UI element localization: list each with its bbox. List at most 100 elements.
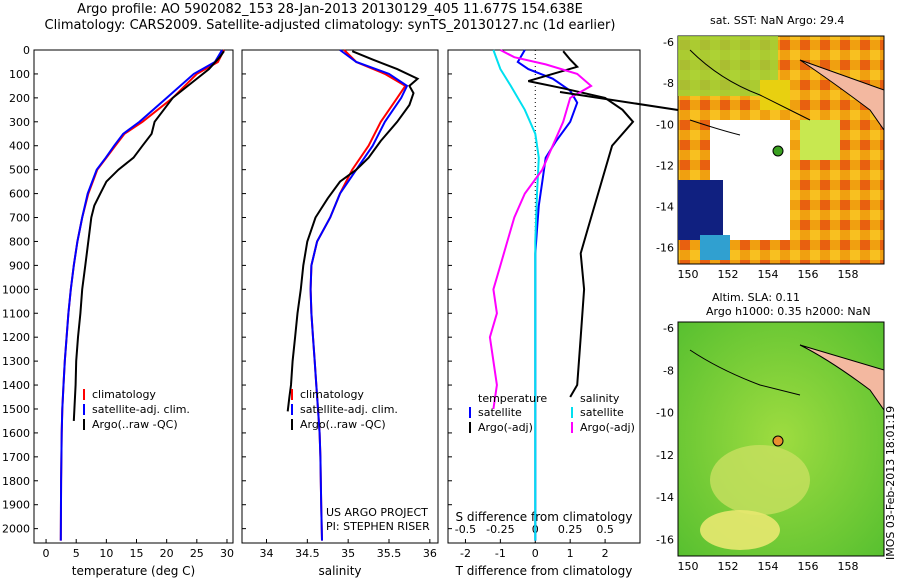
legend-label: satellite-adj. clim.: [300, 403, 398, 416]
pi-annotation: US ARGO PROJECT: [326, 506, 428, 519]
y-tick-label: 1300: [2, 355, 30, 368]
map-y-tick: -14: [656, 491, 674, 504]
series-line-1: [528, 50, 635, 398]
x-tick-label: 30: [220, 547, 234, 560]
pi-annotation: PI: STEPHEN RISER: [326, 520, 430, 533]
legend-title-temperature: temperature: [478, 392, 547, 405]
x-tick-label: 1: [567, 547, 574, 560]
map-y-tick: -12: [656, 159, 674, 172]
temperature-frame: [33, 49, 234, 544]
y-tick-label: 100: [9, 68, 30, 81]
salinity-frame: [241, 49, 439, 544]
s-tick-label: 0.25: [558, 523, 583, 536]
y-tick-label: 200: [9, 92, 30, 105]
map-y-tick: -8: [663, 364, 674, 377]
legend-label: satellite: [580, 406, 624, 419]
legend-label: Argo(..raw -QC): [300, 418, 386, 431]
y-tick-label: 2000: [2, 523, 30, 536]
map-x-tick: 154: [758, 268, 779, 281]
y-tick-label: 0: [23, 44, 30, 57]
map-y-tick: -16: [656, 533, 674, 546]
y-tick-label: 500: [9, 164, 30, 177]
map-y-tick: -6: [663, 36, 674, 49]
s-axis-label: S difference from climatology: [456, 510, 633, 524]
x-axis-label: salinity: [318, 564, 361, 578]
x-tick-label: 10: [99, 547, 113, 560]
series-line-2: [72, 50, 225, 421]
y-tick-label: 700: [9, 212, 30, 225]
map-y-tick: -8: [663, 77, 674, 90]
sla-map: Altim. SLA: 0.11 Argo h1000: 0.35 h2000:…: [677, 291, 885, 557]
legend-label: satellite-adj. clim.: [92, 403, 190, 416]
y-tick-label: 1200: [2, 331, 30, 344]
plot-title-line2: Climatology: CARS2009. Satellite-adjuste…: [44, 18, 616, 33]
difference-frame: [447, 49, 641, 544]
legend-label: Argo(-adj): [580, 421, 635, 434]
argo-float-marker-bottom: [772, 435, 784, 447]
map-x-tick: 150: [678, 560, 699, 573]
map-y-tick: -14: [656, 201, 674, 214]
x-tick-label: 34.5: [295, 547, 320, 560]
s-tick-label: -0.5: [455, 523, 476, 536]
map-x-tick: 152: [718, 268, 739, 281]
x-tick-label: 2: [602, 547, 609, 560]
x-tick-label: 34: [260, 547, 274, 560]
map-x-tick: 158: [838, 268, 859, 281]
map-x-tick: 150: [678, 268, 699, 281]
y-tick-label: 1100: [2, 307, 30, 320]
y-tick-label: 400: [9, 140, 30, 153]
y-tick-label: 900: [9, 259, 30, 272]
map-x-tick: 154: [758, 560, 779, 573]
panel-temperature: 0 5 10 15 20 25 30 temperature (deg C) 0 100 200 30…: [2, 44, 234, 578]
x-tick-label: 25: [190, 547, 204, 560]
x-tick-label: -2: [460, 547, 471, 560]
series-line-1: [309, 49, 409, 541]
imos-stamp: IMOS 03-Feb-2013 18:01:19: [884, 405, 897, 560]
map-x-tick: 158: [838, 560, 859, 573]
connector-line: [559, 91, 679, 111]
y-tick-label: 1400: [2, 379, 30, 392]
y-tick-label: 1500: [2, 403, 30, 416]
sst-map: sat. SST: NaN Argo: 29.4: [677, 14, 885, 265]
map-x-tick: 156: [798, 268, 819, 281]
map-y-tick: -6: [663, 322, 674, 335]
argo-float-marker-top: [772, 145, 784, 157]
map-y-tick: -10: [656, 118, 674, 131]
s-tick-label: 0.5: [596, 523, 614, 536]
x-tick-label: 0: [532, 547, 539, 560]
y-tick-label: 1900: [2, 499, 30, 512]
map-y-tick: -10: [656, 407, 674, 420]
x-axis-label: temperature (deg C): [72, 564, 195, 578]
plot-title-line1: Argo profile: AO 5902082_153 28-Jan-2013…: [77, 2, 583, 17]
map-x-tick: 156: [798, 560, 819, 573]
sla-map-title1: Altim. SLA: 0.11: [712, 291, 800, 304]
s-tick-label: -0.25: [486, 523, 514, 536]
sst-map-title: sat. SST: NaN Argo: 29.4: [710, 14, 844, 27]
panel-salinity: 34 34.5 35 35.5 36 salinity climatology satelli…: [241, 49, 439, 578]
legend-label: climatology: [300, 388, 364, 401]
y-tick-label: 800: [9, 235, 30, 248]
x-tick-label: 20: [160, 547, 174, 560]
series-line-1: [59, 49, 223, 541]
y-tick-label: 1700: [2, 451, 30, 464]
x-axis-label: T difference from climatology: [455, 564, 633, 578]
sla-map-title2: Argo h1000: 0.35 h2000: NaN: [706, 305, 871, 318]
y-tick-label: 300: [9, 116, 30, 129]
legend-label: climatology: [92, 388, 156, 401]
x-tick-label: 35.5: [377, 547, 402, 560]
x-tick-label: -1: [495, 547, 506, 560]
legend-label: satellite: [478, 406, 522, 419]
map-y-tick: -16: [656, 242, 674, 255]
series-line-3: [488, 49, 593, 410]
y-tick-label: 1600: [2, 427, 30, 440]
y-tick-label: 1000: [2, 283, 30, 296]
legend-label: Argo(..raw -QC): [92, 418, 178, 431]
map-x-tick: 152: [718, 560, 739, 573]
y-tick-label: 600: [9, 188, 30, 201]
legend-label: Argo(-adj): [478, 421, 533, 434]
x-tick-label: 5: [73, 547, 80, 560]
x-tick-label: 36: [423, 547, 437, 560]
panel-difference: -2 -1 0 1 2 T difference from climatology -0.5…: [447, 49, 641, 578]
series-line-2: [286, 50, 420, 412]
